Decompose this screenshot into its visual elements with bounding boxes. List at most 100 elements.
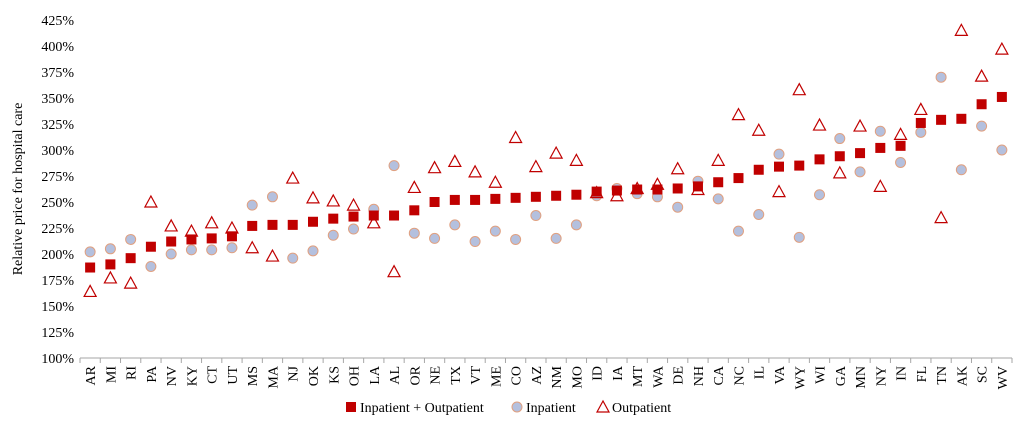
inpatient-plus-outpatient-point (895, 140, 906, 151)
inpatient-plus-outpatient-point (409, 205, 420, 216)
x-tick-label: GA (834, 365, 849, 386)
x-tick-label: UT (226, 366, 241, 385)
inpatient-point (530, 210, 542, 222)
inpatient-plus-outpatient-point (753, 164, 764, 175)
outpatient-point (164, 218, 179, 232)
inpatient-point (226, 242, 238, 254)
y-tick-label: 200% (41, 248, 74, 263)
outpatient-point (832, 165, 847, 179)
y-axis: 100% 125% 150% 175% 200% 225% 250% 275% 300% 325%… (41, 14, 74, 367)
outpatient-point (488, 174, 503, 188)
y-tick-label: 125% (41, 326, 74, 341)
inpatient-plus-outpatient-point (429, 197, 440, 207)
inpatient-point (145, 260, 157, 272)
x-axis: AR MI RI PA NV KY CT UT MS MA NJ OK KS OH LA AL OR NE TX VT… (79, 357, 1013, 389)
inpatient-point (104, 243, 116, 255)
x-tick-label: MS (246, 366, 261, 386)
x-tick-label: LA (368, 365, 383, 385)
legend-marker-outpatient (595, 399, 611, 413)
inpatient-plus-outpatient-point (956, 113, 967, 124)
inpatient-plus-outpatient-point (287, 219, 298, 230)
x-tick-label: WV (996, 366, 1011, 389)
y-tick-label: 100% (41, 352, 74, 367)
inpatient-point (874, 125, 886, 137)
inpatient-point (732, 225, 744, 237)
x-tick-label: MN (854, 366, 869, 389)
legend-label-inpatient: Inpatient (526, 401, 576, 416)
inpatient-point (84, 246, 96, 258)
inpatient-plus-outpatient-point (814, 154, 825, 165)
inpatient-plus-outpatient-point (308, 216, 318, 227)
legend-marker-inpatient-plus-outpatient (346, 402, 356, 412)
inpatient-point (712, 193, 724, 205)
x-tick-label: CA (712, 365, 727, 385)
outpatient-point (407, 180, 422, 194)
x-tick-label: NV (165, 366, 180, 386)
outpatient-point (204, 215, 219, 229)
inpatient-point (327, 229, 339, 241)
y-tick-label: 225% (41, 222, 74, 237)
inpatient-plus-outpatient-point (855, 148, 866, 159)
outpatient-point (974, 68, 989, 82)
outpatient-point (812, 117, 827, 131)
inpatient-plus-outpatient-point (875, 142, 886, 153)
inpatient-plus-outpatient-point (915, 117, 926, 128)
x-tick-label: WA (651, 365, 666, 388)
inpatient-plus-outpatient-point (936, 114, 947, 125)
outpatient-point (913, 102, 928, 116)
inpatient-point (510, 233, 522, 245)
legend-marker-inpatient (511, 401, 523, 413)
x-tick-label: IN (895, 366, 910, 381)
outpatient-point (83, 284, 98, 298)
x-tick-label: WY (793, 366, 808, 389)
inpatient-plus-outpatient-point (145, 241, 156, 252)
x-tick-label: NC (732, 366, 747, 385)
x-tick-label: IA (611, 365, 626, 381)
outpatient-point (549, 145, 564, 159)
inpatient-plus-outpatient-point (591, 186, 602, 197)
inpatient-point (753, 208, 765, 220)
legend: Inpatient + Outpatient Inpatient Outpatien… (346, 399, 671, 416)
x-tick-label: TX (449, 366, 464, 385)
inpatient-point (895, 156, 907, 168)
inpatient-plus-outpatient-point (449, 194, 460, 205)
inpatient-point (773, 148, 785, 160)
x-tick-label: NE (429, 366, 444, 385)
inpatient-plus-outpatient-point (713, 177, 724, 188)
outpatient-point (670, 161, 685, 175)
inpatient-plus-outpatient-point (348, 211, 359, 222)
outpatient-point (508, 130, 523, 144)
inpatient-plus-outpatient-point (976, 99, 987, 110)
outpatient-point (143, 194, 158, 208)
outpatient-point (305, 190, 321, 204)
x-tick-label: SC (976, 366, 991, 383)
inpatient-plus-outpatient-point (996, 91, 1007, 102)
x-tick-label: AZ (530, 366, 545, 385)
outpatient-point (366, 215, 381, 229)
x-tick-label: MT (631, 366, 646, 387)
y-tick-label: 350% (41, 92, 74, 107)
x-tick-label: WI (814, 366, 829, 384)
inpatient-plus-outpatient-point (510, 192, 521, 203)
outpatient-point (771, 184, 787, 198)
outpatient-point (123, 275, 138, 289)
outpatient-point (447, 154, 462, 168)
y-tick-label: 400% (41, 40, 74, 55)
inpatient-plus-outpatient-point (206, 233, 217, 244)
inpatient-plus-outpatient-point (328, 213, 339, 224)
inpatient-point (125, 233, 137, 245)
outpatient-point (751, 122, 766, 136)
y-tick-label: 275% (41, 170, 74, 185)
inpatient-point (388, 160, 400, 172)
x-tick-label: FL (915, 366, 930, 382)
outpatient-point (285, 170, 300, 184)
inpatient-plus-outpatient-point (672, 183, 683, 194)
y-tick-label: 375% (41, 66, 74, 81)
x-tick-label: VA (773, 365, 788, 384)
x-tick-label: PA (145, 365, 160, 383)
outpatient-point (326, 193, 341, 207)
x-tick-label: ID (591, 366, 606, 381)
x-tick-label: OK (307, 366, 322, 386)
inpatient-plus-outpatient-point (125, 253, 136, 264)
inpatient-plus-outpatient-point (247, 220, 258, 231)
